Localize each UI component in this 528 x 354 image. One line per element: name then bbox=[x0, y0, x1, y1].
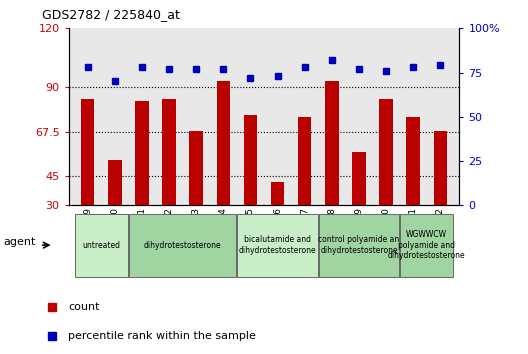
Bar bbox=[271, 182, 285, 205]
Bar bbox=[433, 131, 447, 205]
Bar bbox=[108, 160, 121, 205]
Bar bbox=[74, 214, 128, 276]
Bar bbox=[319, 214, 399, 276]
Bar bbox=[162, 99, 176, 205]
Bar bbox=[407, 117, 420, 205]
Bar bbox=[129, 214, 237, 276]
Bar bbox=[400, 214, 454, 276]
Bar bbox=[238, 214, 318, 276]
Text: untreated: untreated bbox=[82, 241, 120, 250]
Bar bbox=[135, 101, 149, 205]
Bar bbox=[379, 99, 393, 205]
Bar bbox=[325, 81, 338, 205]
Text: WGWWCW
polyamide and
dihydrotestosterone: WGWWCW polyamide and dihydrotestosterone bbox=[388, 230, 466, 260]
Bar bbox=[243, 115, 257, 205]
Text: count: count bbox=[69, 302, 100, 312]
Text: agent: agent bbox=[4, 237, 36, 247]
Text: control polyamide an
dihydrotestosterone: control polyamide an dihydrotestosterone bbox=[318, 235, 400, 255]
Bar bbox=[81, 99, 95, 205]
Text: percentile rank within the sample: percentile rank within the sample bbox=[69, 331, 256, 341]
Bar bbox=[352, 152, 366, 205]
Bar bbox=[190, 131, 203, 205]
Text: dihydrotestosterone: dihydrotestosterone bbox=[144, 241, 221, 250]
Text: bicalutamide and
dihydrotestosterone: bicalutamide and dihydrotestosterone bbox=[239, 235, 316, 255]
Bar bbox=[216, 81, 230, 205]
Text: GDS2782 / 225840_at: GDS2782 / 225840_at bbox=[42, 8, 180, 21]
Bar bbox=[298, 117, 312, 205]
